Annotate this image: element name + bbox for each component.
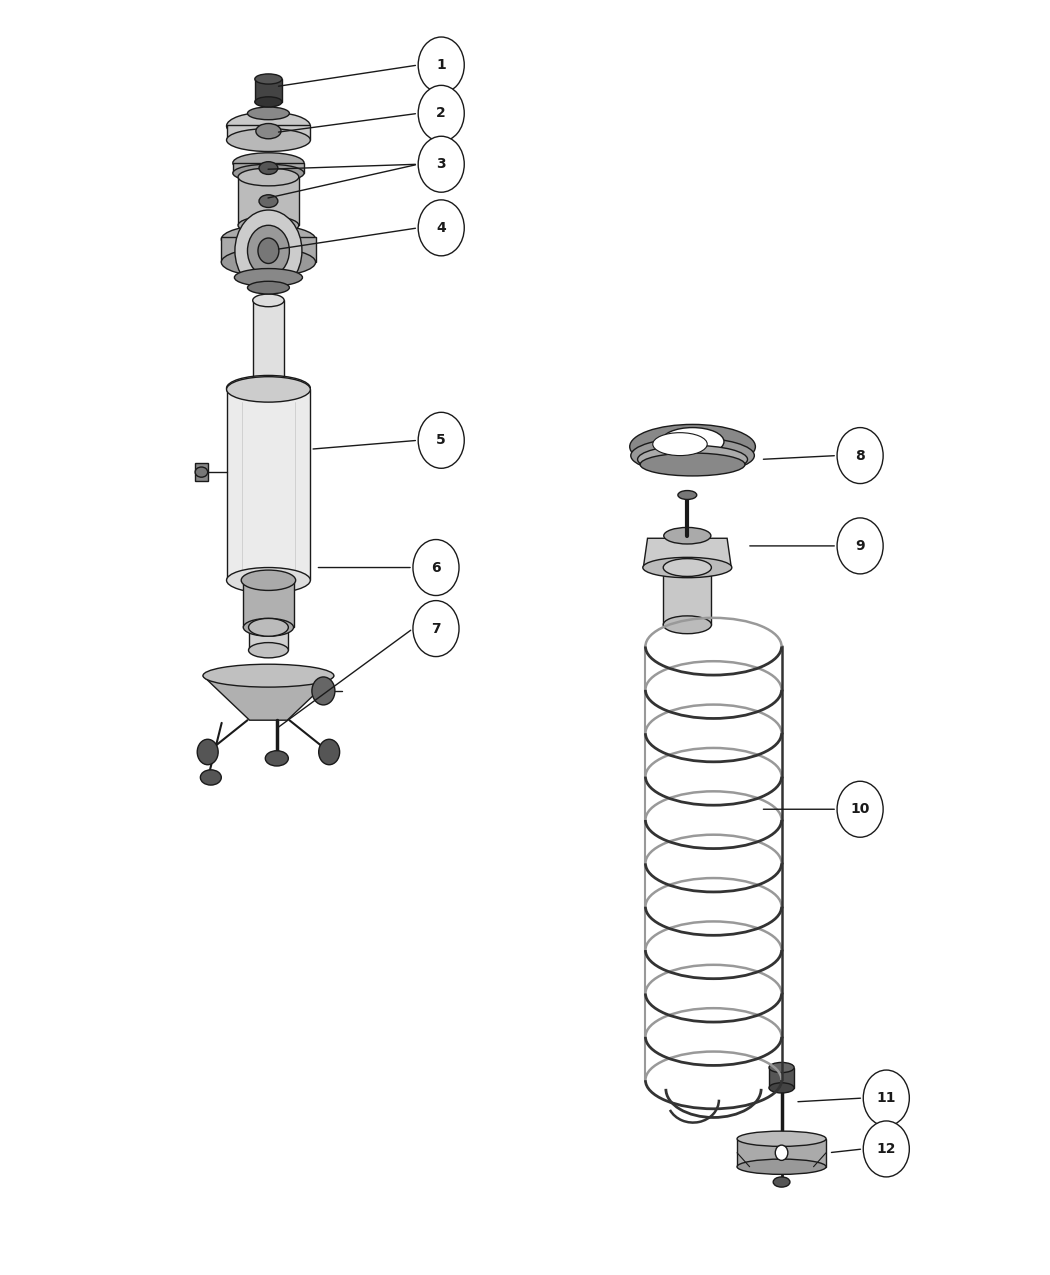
Circle shape [863,1121,909,1177]
Ellipse shape [233,164,304,182]
Ellipse shape [238,217,299,235]
Circle shape [312,677,335,705]
Circle shape [413,539,459,595]
Ellipse shape [266,751,289,766]
Ellipse shape [203,664,334,687]
Text: 7: 7 [432,622,441,636]
Text: 10: 10 [850,802,869,816]
Ellipse shape [243,228,295,241]
Ellipse shape [664,558,712,576]
Ellipse shape [643,557,732,578]
Ellipse shape [256,124,281,139]
Circle shape [837,518,883,574]
Text: 12: 12 [877,1142,896,1156]
Ellipse shape [653,432,708,455]
Circle shape [197,740,218,765]
Bar [737,1139,826,1167]
Ellipse shape [227,375,311,400]
Circle shape [418,136,464,193]
Ellipse shape [664,616,712,634]
Circle shape [413,601,459,657]
Bar [244,580,294,627]
Ellipse shape [769,1062,794,1072]
Text: 2: 2 [437,106,446,120]
Circle shape [418,200,464,256]
Ellipse shape [244,618,294,636]
Ellipse shape [238,168,299,186]
Ellipse shape [234,269,302,287]
Bar [227,125,311,140]
Bar [227,389,311,580]
Ellipse shape [737,1159,826,1174]
Ellipse shape [222,226,316,254]
Ellipse shape [227,376,311,402]
Ellipse shape [222,249,316,277]
Ellipse shape [640,453,744,476]
Circle shape [418,412,464,468]
Bar [222,237,316,263]
Circle shape [863,1070,909,1126]
Text: 1: 1 [437,57,446,71]
Ellipse shape [242,570,296,590]
Ellipse shape [737,1131,826,1146]
Circle shape [319,740,339,765]
Bar [238,177,299,226]
Circle shape [248,226,290,277]
Ellipse shape [227,129,311,152]
Ellipse shape [248,282,290,295]
Polygon shape [203,676,334,720]
Ellipse shape [664,528,711,544]
Text: 3: 3 [437,157,446,171]
Ellipse shape [248,107,290,120]
Ellipse shape [195,467,208,477]
Circle shape [258,238,279,264]
Ellipse shape [201,770,222,785]
Circle shape [235,210,302,292]
Ellipse shape [253,295,285,307]
Ellipse shape [227,567,311,593]
Ellipse shape [631,437,754,473]
Ellipse shape [678,491,697,500]
Ellipse shape [259,195,278,208]
Ellipse shape [769,1082,794,1093]
Text: 11: 11 [877,1091,896,1105]
Bar [195,463,208,481]
Ellipse shape [253,382,285,395]
Text: 6: 6 [432,561,441,575]
Circle shape [775,1145,788,1160]
Circle shape [837,782,883,838]
Text: 8: 8 [856,449,865,463]
Text: 9: 9 [856,539,865,553]
Bar [253,301,285,389]
Ellipse shape [233,153,304,173]
Ellipse shape [249,643,289,658]
Ellipse shape [249,618,289,636]
Circle shape [418,85,464,142]
Polygon shape [644,538,731,567]
Ellipse shape [255,74,282,84]
Ellipse shape [227,112,311,140]
Ellipse shape [630,425,755,469]
Bar [255,79,282,102]
Text: 4: 4 [437,221,446,235]
Bar [769,1067,794,1088]
Bar [233,163,304,173]
Bar [249,627,289,650]
Text: 5: 5 [437,434,446,448]
Ellipse shape [259,162,278,175]
Bar [664,567,712,625]
Ellipse shape [255,97,282,107]
Ellipse shape [637,445,748,473]
Ellipse shape [662,427,723,455]
Circle shape [837,427,883,483]
Circle shape [418,37,464,93]
Ellipse shape [773,1177,790,1187]
